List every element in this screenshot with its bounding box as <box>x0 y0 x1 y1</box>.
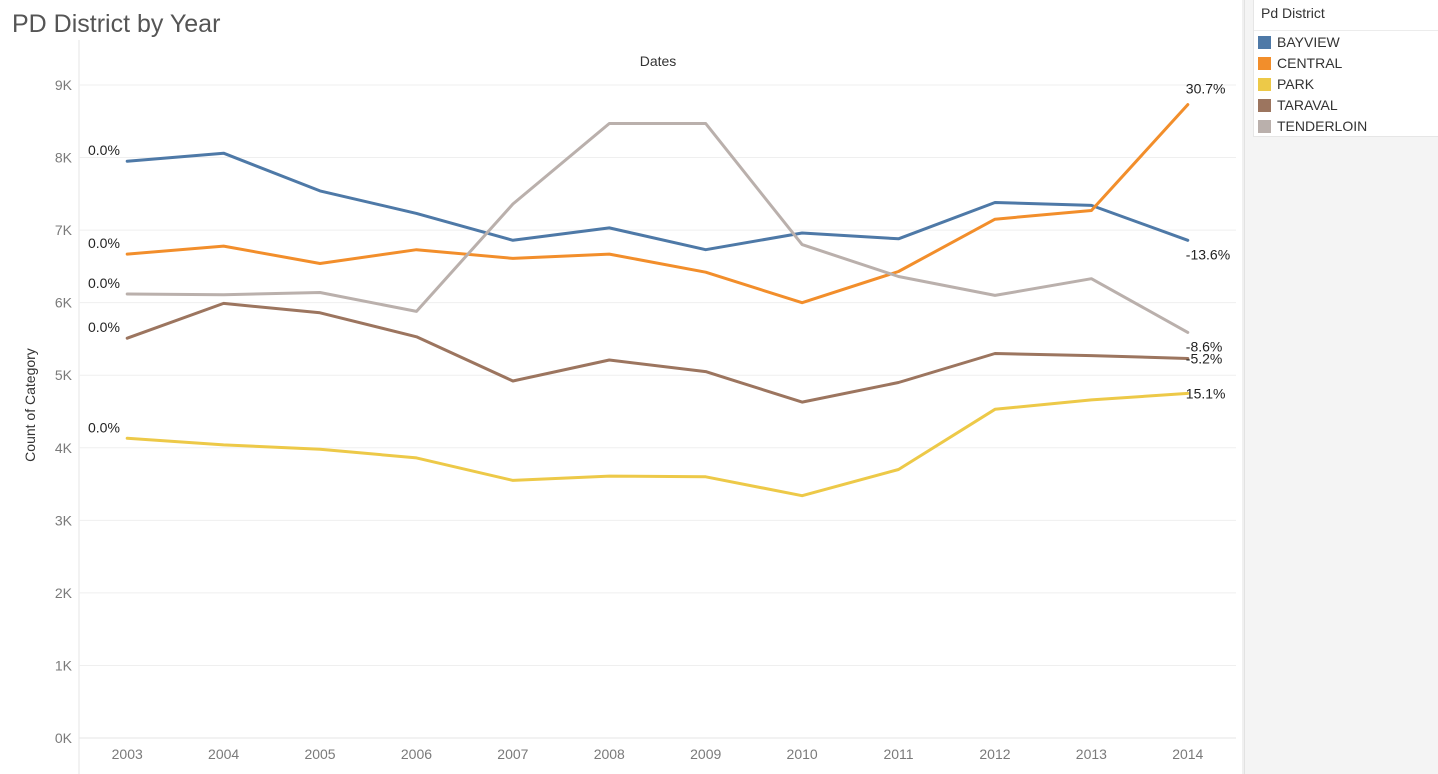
end-label-park: 15.1% <box>1186 385 1226 401</box>
x-tick-label: 2013 <box>1076 746 1107 762</box>
y-tick-label: 4K <box>55 440 73 456</box>
y-tick-label: 7K <box>55 222 73 238</box>
legend-swatch <box>1258 56 1271 70</box>
series-lines <box>125 103 1190 498</box>
legend-item-bayview[interactable]: BAYVIEW <box>1258 33 1340 51</box>
start-label-tenderloin: 0.0% <box>88 275 120 291</box>
y-axis-title: Count of Category <box>22 348 38 462</box>
x-tick-label: 2005 <box>304 746 335 762</box>
y-tick-label: 3K <box>55 512 73 528</box>
legend-item-central[interactable]: CENTRAL <box>1258 54 1342 72</box>
y-tick-label: 9K <box>55 77 73 93</box>
start-label-park: 0.0% <box>88 419 120 435</box>
series-line-tenderloin <box>125 122 1190 334</box>
legend-label: TARAVAL <box>1277 97 1338 113</box>
legend-label: TENDERLOIN <box>1277 118 1368 134</box>
x-tick-label: 2007 <box>497 746 528 762</box>
y-tick-label: 0K <box>55 730 73 746</box>
start-label-central: 0.0% <box>88 235 120 251</box>
end-label-taraval: -5.2% <box>1186 351 1223 367</box>
legend: Pd District BAYVIEW CENTRAL PARK TARAVAL TEN… <box>1253 0 1438 137</box>
start-label-bayview: 0.0% <box>88 142 120 158</box>
y-tick-label: 1K <box>55 657 73 673</box>
legend-divider <box>1254 30 1438 31</box>
legend-title: Pd District <box>1261 5 1325 21</box>
legend-item-park[interactable]: PARK <box>1258 75 1314 93</box>
gridlines <box>79 84 1236 666</box>
legend-pane: Pd District BAYVIEW CENTRAL PARK TARAVAL TEN… <box>1244 0 1438 774</box>
y-tick-label: 8K <box>55 150 73 166</box>
x-tick-labels: 2003 2004 2005 2006 2007 2008 2009 2010 2011 2012… <box>112 746 1204 762</box>
x-tick-label: 2012 <box>979 746 1010 762</box>
x-tick-label: 2010 <box>787 746 818 762</box>
x-tick-label: 2011 <box>883 746 913 762</box>
end-label-bayview: -13.6% <box>1186 246 1230 262</box>
legend-item-taraval[interactable]: TARAVAL <box>1258 96 1338 114</box>
y-tick-label: 6K <box>55 295 73 311</box>
x-tick-label: 2014 <box>1172 746 1203 762</box>
legend-swatch <box>1258 119 1271 133</box>
y-tick-labels: 0K 1K 2K 3K 4K 5K 6K 7K 8K 9K <box>55 77 73 746</box>
column-header-label: Dates <box>640 53 677 69</box>
x-tick-label: 2008 <box>594 746 625 762</box>
end-label-tenderloin: -8.6% <box>1186 338 1223 354</box>
percent-labels: 0.0% -13.6% 0.0% 30.7% 0.0% 15.1% 0.0% -5.2% 0.0… <box>88 81 1230 436</box>
page-title: PD District by Year <box>12 10 221 38</box>
x-tick-label: 2009 <box>690 746 721 762</box>
legend-label: PARK <box>1277 76 1315 92</box>
legend-swatch <box>1258 77 1271 91</box>
series-line-taraval <box>125 301 1190 404</box>
series-line-bayview <box>125 151 1190 252</box>
start-label-taraval: 0.0% <box>88 319 120 335</box>
series-line-park <box>125 391 1190 498</box>
y-tick-label: 5K <box>55 367 73 383</box>
x-tick-label: 2004 <box>208 746 239 762</box>
x-tick-label: 2006 <box>401 746 432 762</box>
end-label-central: 30.7% <box>1186 81 1226 97</box>
legend-label: BAYVIEW <box>1277 34 1340 50</box>
legend-item-tenderloin[interactable]: TENDERLOIN <box>1258 117 1367 135</box>
legend-swatch <box>1258 98 1271 112</box>
legend-label: CENTRAL <box>1277 55 1343 71</box>
legend-swatch <box>1258 35 1271 49</box>
y-tick-label: 2K <box>55 585 73 601</box>
x-tick-label: 2003 <box>112 746 143 762</box>
series-line-central <box>125 103 1190 305</box>
